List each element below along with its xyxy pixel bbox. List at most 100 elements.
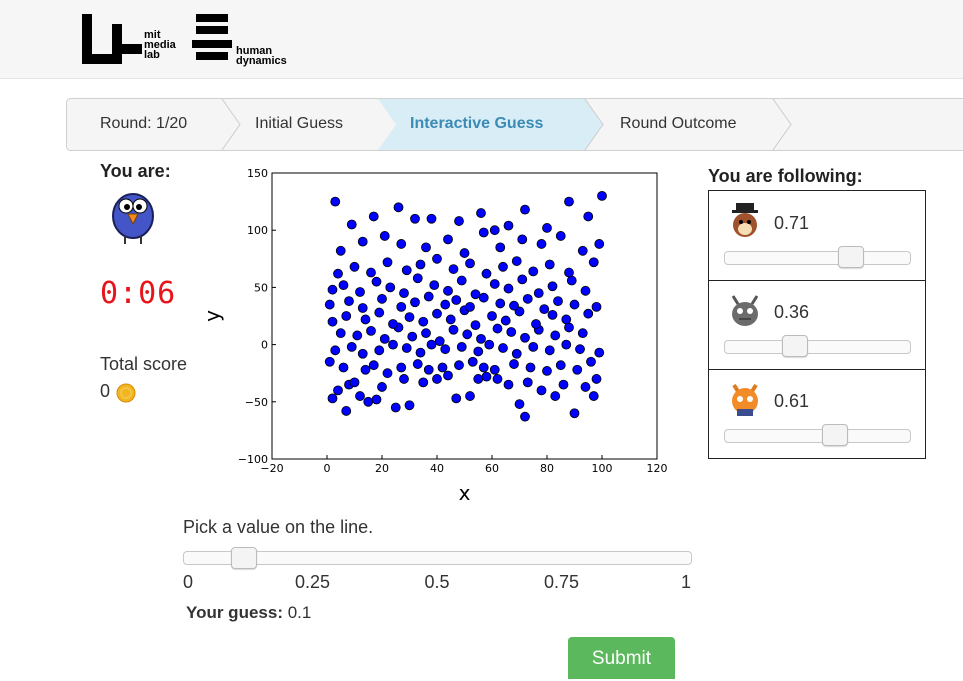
point xyxy=(482,269,491,278)
weight-thumb[interactable] xyxy=(838,246,864,268)
guess-prompt: Pick a value on the line. xyxy=(183,517,373,538)
point xyxy=(490,226,499,235)
y-tick-label: 50 xyxy=(254,281,268,294)
point xyxy=(427,214,436,223)
guess-track xyxy=(183,551,692,565)
guess-line: Your guess: 0.1 xyxy=(186,603,311,623)
point xyxy=(466,259,475,268)
point xyxy=(444,371,453,380)
x-tick-label: 0 xyxy=(324,462,331,475)
point xyxy=(512,349,521,358)
point xyxy=(422,329,431,338)
point xyxy=(356,392,365,401)
point xyxy=(578,246,587,255)
weight-thumb[interactable] xyxy=(822,424,848,446)
point xyxy=(490,365,499,374)
point xyxy=(573,365,582,374)
x-tick-label: 20 xyxy=(375,462,389,475)
guess-thumb[interactable] xyxy=(231,547,257,569)
point xyxy=(457,276,466,285)
point xyxy=(350,378,359,387)
bird-avatar xyxy=(108,188,158,246)
point xyxy=(347,220,356,229)
point xyxy=(402,266,411,275)
agent-avatar xyxy=(727,203,763,239)
point xyxy=(430,281,439,290)
point xyxy=(471,321,480,330)
agent-avatar xyxy=(727,292,763,328)
plot-area xyxy=(272,173,657,459)
point xyxy=(466,302,475,311)
point xyxy=(375,308,384,317)
point xyxy=(361,365,370,374)
guess-tick-label: 0.5 xyxy=(424,572,449,593)
point xyxy=(386,283,395,292)
x-axis-label: x xyxy=(459,481,471,505)
breadcrumb-step: Initial Guess xyxy=(255,115,343,133)
point xyxy=(545,260,554,269)
point xyxy=(372,395,381,404)
point xyxy=(334,386,343,395)
y-tick-label: 100 xyxy=(247,224,268,237)
breadcrumb-bg xyxy=(0,0,963,160)
guess-tick-label: 0 xyxy=(183,572,193,593)
point xyxy=(581,382,590,391)
point xyxy=(537,239,546,248)
point xyxy=(595,239,604,248)
point xyxy=(576,345,585,354)
point xyxy=(474,374,483,383)
weight-track xyxy=(724,340,911,354)
point xyxy=(548,282,557,291)
point xyxy=(554,297,563,306)
point xyxy=(562,340,571,349)
point xyxy=(477,209,486,218)
point xyxy=(380,231,389,240)
point xyxy=(512,257,521,266)
point xyxy=(479,228,488,237)
point xyxy=(413,274,422,283)
point xyxy=(518,235,527,244)
point xyxy=(510,360,519,369)
point xyxy=(556,361,565,370)
following-row: 0.36 xyxy=(709,280,925,370)
point xyxy=(367,326,376,335)
point xyxy=(372,277,381,286)
point xyxy=(391,403,400,412)
point xyxy=(339,363,348,372)
point xyxy=(523,378,532,387)
point xyxy=(345,297,354,306)
point xyxy=(543,366,552,375)
point xyxy=(523,294,532,303)
point xyxy=(584,309,593,318)
agent-icon xyxy=(727,292,763,333)
submit-button[interactable]: Submit xyxy=(568,637,675,679)
following-row: 0.61 xyxy=(709,369,925,458)
point xyxy=(400,374,409,383)
point xyxy=(589,258,598,267)
point xyxy=(358,349,367,358)
point xyxy=(339,281,348,290)
point xyxy=(499,344,508,353)
point xyxy=(559,380,568,389)
y-tick-label: 150 xyxy=(247,167,268,180)
point xyxy=(367,268,376,277)
point xyxy=(328,285,337,294)
point xyxy=(532,320,541,329)
point xyxy=(350,262,359,271)
point xyxy=(424,292,433,301)
point xyxy=(565,268,574,277)
point xyxy=(369,212,378,221)
point xyxy=(540,305,549,314)
y-tick-label: 0 xyxy=(261,339,268,352)
point xyxy=(336,329,345,338)
agent-avatar xyxy=(727,381,763,417)
point xyxy=(427,340,436,349)
guess-label: Your guess: xyxy=(186,603,283,622)
point xyxy=(405,401,414,410)
point xyxy=(449,325,458,334)
weight-thumb[interactable] xyxy=(782,335,808,357)
point xyxy=(521,333,530,342)
point xyxy=(400,289,409,298)
